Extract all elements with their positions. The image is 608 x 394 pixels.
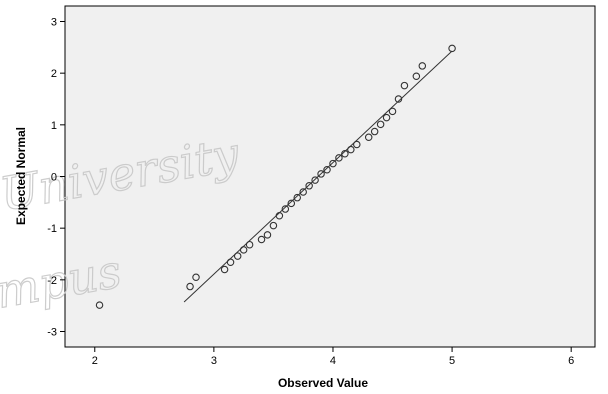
- data-point: [382, 113, 391, 122]
- data-point: [220, 265, 229, 274]
- data-point: [192, 273, 200, 281]
- data-point: [418, 62, 427, 70]
- data-point: [269, 221, 278, 230]
- data-point: [370, 127, 379, 136]
- data-point: [186, 282, 194, 291]
- y-axis-title: Expected Normal: [14, 127, 28, 225]
- data-point: [263, 231, 272, 239]
- y-tick-label: -1: [47, 223, 57, 235]
- data-point: [226, 258, 235, 267]
- data-point: [95, 301, 104, 309]
- x-tick-label: 3: [211, 355, 217, 367]
- data-point: [329, 159, 337, 168]
- data-point: [317, 170, 325, 178]
- reference-line: [183, 50, 453, 303]
- data-point: [293, 193, 301, 202]
- data-point: [299, 188, 307, 196]
- data-point: [323, 166, 331, 174]
- y-tick-label: -2: [47, 275, 57, 287]
- data-point: [341, 150, 349, 158]
- data-point: [311, 176, 319, 184]
- data-point: [233, 252, 242, 260]
- x-tick-label: 4: [330, 355, 336, 367]
- data-points: [95, 44, 456, 309]
- data-point: [376, 120, 385, 129]
- data-point: [394, 95, 403, 103]
- data-point: [364, 133, 373, 141]
- x-tick-label: 2: [92, 355, 98, 367]
- y-tick-label: 0: [51, 172, 57, 184]
- x-axis: 2 3 4 5 6: [92, 347, 574, 367]
- plot-area: [64, 5, 596, 348]
- data-point: [239, 246, 248, 254]
- x-tick-label: 5: [449, 355, 455, 367]
- data-point: [305, 182, 313, 190]
- data-point: [448, 44, 456, 53]
- data-point: [412, 72, 421, 81]
- data-point: [347, 145, 355, 154]
- data-point: [388, 107, 397, 116]
- y-tick-label: -3: [47, 327, 57, 339]
- data-point: [257, 235, 266, 244]
- y-axis: -3 -2 -1 0 1 2 3: [47, 17, 65, 339]
- data-point: [281, 205, 290, 213]
- data-point: [287, 199, 296, 208]
- data-point: [335, 154, 343, 162]
- y-tick-label: 1: [51, 120, 57, 132]
- x-tick-label: 6: [568, 355, 574, 367]
- data-point: [275, 212, 284, 220]
- x-axis-title: Observed Value: [278, 376, 368, 390]
- y-tick-label: 2: [51, 68, 57, 80]
- data-point: [245, 240, 254, 249]
- data-point: [400, 81, 409, 90]
- data-point: [353, 140, 361, 149]
- y-tick-label: 3: [51, 17, 57, 29]
